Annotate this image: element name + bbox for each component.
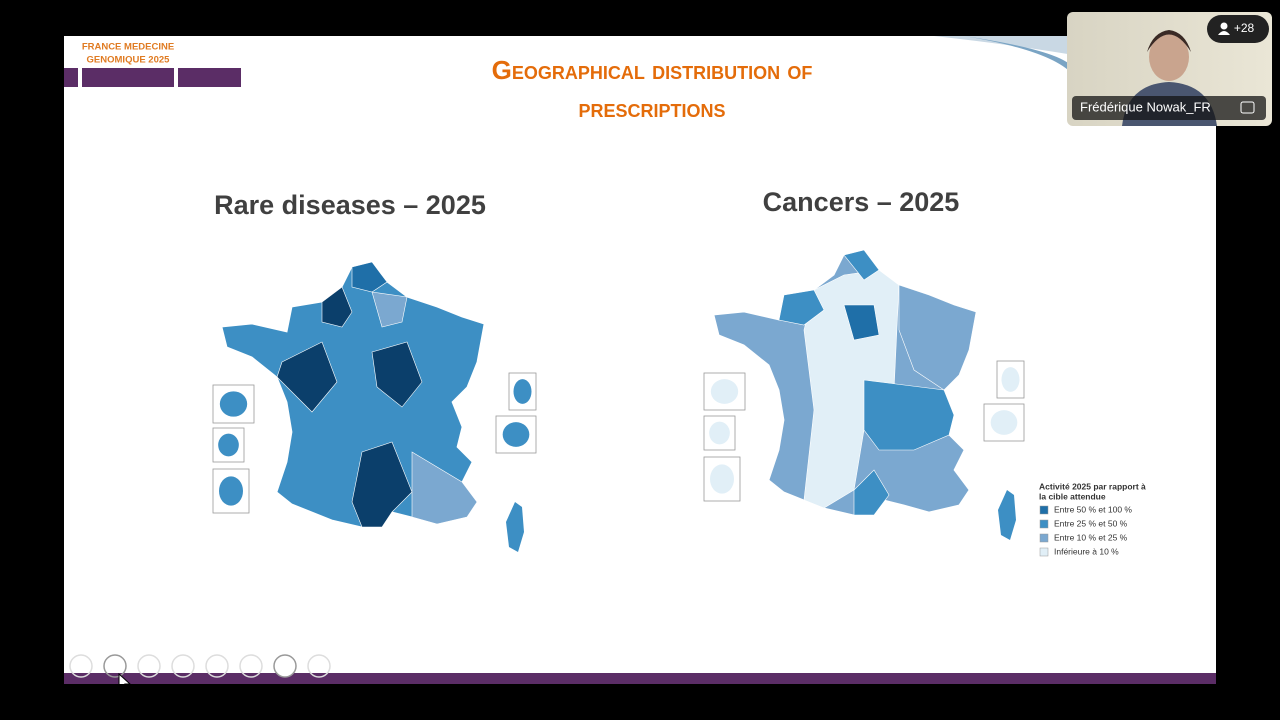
overseas-territory xyxy=(996,360,1025,399)
legend-title: Activité 2025 par rapport à xyxy=(1039,481,1146,491)
inset-frame xyxy=(703,415,736,451)
name-label xyxy=(1072,96,1266,120)
pen-button[interactable] xyxy=(137,654,161,678)
island xyxy=(219,391,248,417)
inset-frame xyxy=(495,415,537,454)
participant-name: Frédérique Nowak_FR xyxy=(1080,99,1211,114)
legend-label: Entre 25 % et 50 % xyxy=(1054,518,1128,528)
region xyxy=(843,304,880,341)
island xyxy=(513,379,532,404)
logo-bar xyxy=(82,68,174,87)
footer-bar xyxy=(64,673,1216,684)
icon xyxy=(1220,22,1228,30)
france-map xyxy=(221,261,524,552)
island xyxy=(710,464,734,494)
legend-label: Inférieure à 10 % xyxy=(1054,546,1119,556)
overseas-territory xyxy=(983,403,1025,442)
logo-bar xyxy=(64,68,78,87)
hair xyxy=(1147,30,1191,52)
island xyxy=(710,379,739,404)
legend-swatch xyxy=(1039,533,1049,543)
inset-frame xyxy=(983,403,1025,442)
overseas-territory xyxy=(703,456,741,502)
icon xyxy=(1218,31,1230,35)
logo-text: FRANCE MEDECINE xyxy=(82,42,174,53)
legend-label: Entre 10 % et 25 % xyxy=(1054,532,1128,542)
slide-title: prescriptions xyxy=(578,93,725,123)
zoom-button[interactable] xyxy=(205,654,229,678)
subtitle-button[interactable] xyxy=(239,654,263,678)
inset-frame xyxy=(703,372,746,411)
legend-label: Entre 50 % et 100 % xyxy=(1054,504,1132,514)
region xyxy=(321,286,353,328)
slide-title: Geographical distribution of xyxy=(492,55,813,85)
region xyxy=(351,441,413,528)
overseas-territory xyxy=(508,372,537,411)
inset-frame xyxy=(212,427,245,463)
region xyxy=(276,341,338,413)
inset-frame xyxy=(212,468,250,514)
overseas-territory xyxy=(212,384,255,424)
share-icon[interactable] xyxy=(1240,101,1255,114)
france-map xyxy=(713,249,1016,540)
region xyxy=(898,284,977,391)
inset-frame xyxy=(703,456,741,502)
camera-button[interactable] xyxy=(273,654,297,678)
slides-button[interactable] xyxy=(171,654,195,678)
region xyxy=(371,341,423,408)
legend-swatch xyxy=(1039,505,1049,515)
play-button[interactable] xyxy=(103,654,127,678)
overseas-territory xyxy=(703,415,736,451)
face xyxy=(1149,33,1189,81)
toolbar xyxy=(69,654,331,678)
region xyxy=(778,289,825,326)
legend-swatch xyxy=(1039,547,1049,557)
more-button[interactable] xyxy=(307,654,331,678)
island xyxy=(502,422,530,447)
overseas-territory xyxy=(212,468,250,514)
island xyxy=(709,421,730,445)
swoosh xyxy=(964,36,1075,76)
overseas-territory xyxy=(212,427,245,463)
participant-count: +28 xyxy=(1234,21,1255,35)
island xyxy=(219,476,243,506)
inset-frame xyxy=(212,384,255,424)
logo-text: GENOMIQUE 2025 xyxy=(87,55,171,66)
region xyxy=(863,379,955,451)
island xyxy=(218,433,239,457)
region xyxy=(853,469,890,516)
region xyxy=(411,451,478,525)
corsica xyxy=(506,502,524,552)
overseas-territory xyxy=(495,415,537,454)
logo-bar xyxy=(178,68,241,87)
map-title: Cancers – 2025 xyxy=(763,187,960,217)
region xyxy=(843,249,880,281)
island xyxy=(990,410,1018,435)
video-tile[interactable]: +28 Frédérique Nowak_FR xyxy=(1067,12,1272,126)
corsica xyxy=(998,490,1016,540)
legend-title: la cible attendue xyxy=(1039,491,1106,501)
overseas-territory xyxy=(703,372,746,411)
prev-button[interactable] xyxy=(69,654,93,678)
island xyxy=(1001,367,1020,392)
map-title: Rare diseases – 2025 xyxy=(214,190,486,220)
inset-frame xyxy=(996,360,1025,399)
participants-badge[interactable] xyxy=(1207,15,1269,43)
legend-swatch xyxy=(1039,519,1049,529)
slide: FRANCE MEDECINE GENOMIQUE 2025 Geographi… xyxy=(64,36,1216,684)
region xyxy=(371,291,408,328)
region xyxy=(351,261,388,293)
mouse-cursor xyxy=(118,672,131,684)
video: +28 Frédérique Nowak_FR xyxy=(1072,15,1269,126)
inset-frame xyxy=(508,372,537,411)
